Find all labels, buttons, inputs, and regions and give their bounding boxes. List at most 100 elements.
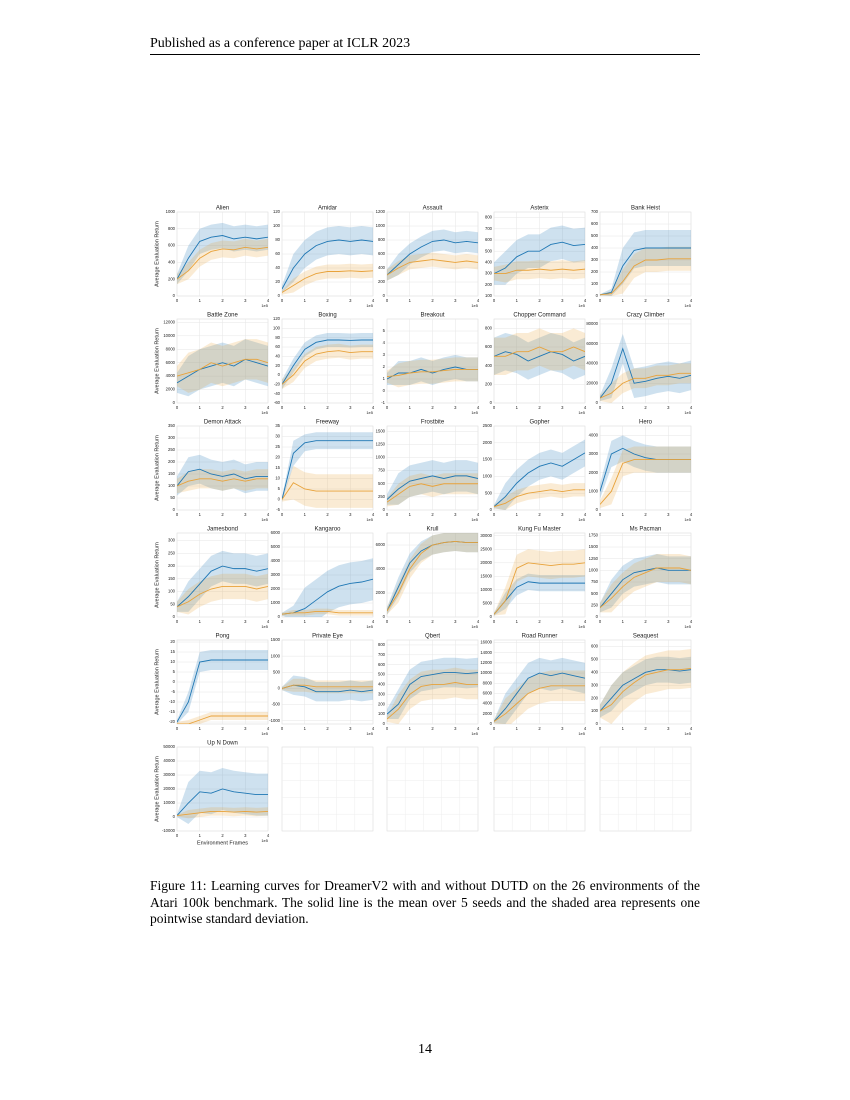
x-tick-label: 2 (538, 298, 541, 303)
mean-line (282, 684, 373, 693)
y-tick-label: 1250 (376, 441, 386, 446)
y-tick-label: 10 (170, 659, 175, 664)
std-band (282, 465, 373, 508)
y-tick-label: 80000 (586, 321, 598, 326)
x-tick-label: 2 (644, 405, 647, 410)
chart-title: Ms Pacman (630, 527, 662, 533)
y-tick-label: 4 (383, 340, 386, 345)
std-band (494, 328, 585, 375)
y-tick-label: 0 (173, 614, 176, 619)
page-number: 14 (418, 1042, 432, 1057)
std-band (387, 252, 478, 281)
x-tick-label: 4 (267, 512, 270, 517)
std-band (600, 554, 691, 613)
y-tick-label: 0 (278, 686, 281, 691)
std-band (387, 460, 478, 505)
y-tick-label: 0 (383, 507, 386, 512)
x-tick-label: 3 (561, 512, 564, 517)
y-axis-label: Average Evaluation Return (154, 435, 160, 501)
x-tick-label: 2 (538, 512, 541, 517)
x-tick-label: 1 (199, 726, 202, 731)
y-tick-label: 400 (378, 682, 386, 687)
y-tick-label: 0 (490, 400, 493, 405)
y-tick-label: 700 (485, 226, 493, 231)
mean-line (494, 672, 585, 722)
x-tick-label: 0 (176, 405, 179, 410)
chart-title: Frostbite (421, 420, 445, 426)
x-tick-label: 4 (584, 512, 587, 517)
mean-line (177, 246, 268, 280)
chart-title: Pong (215, 634, 229, 640)
y-tick-label: 500 (591, 591, 599, 596)
x-tick-label: 1 (409, 405, 412, 410)
mean-line (387, 259, 478, 276)
mean-line (177, 788, 268, 816)
y-tick-label: -20 (169, 719, 176, 724)
mean-line (494, 268, 585, 275)
std-band (177, 550, 268, 612)
plot-area (493, 746, 586, 832)
plot (177, 650, 268, 724)
x-tick-label: 3 (349, 726, 352, 731)
chart-title: Breakout (420, 313, 444, 319)
x-axis-label: Environment Frames (197, 840, 248, 846)
y-tick-label: 250 (168, 550, 176, 555)
y-tick-label: -5 (276, 507, 280, 512)
plot-area (599, 746, 692, 832)
y-tick-label: 300 (168, 538, 176, 543)
y-tick-label: 1000 (166, 209, 176, 214)
x-tick-label: 4 (690, 298, 693, 303)
x-tick-label: 3 (667, 619, 670, 624)
x-tick-label: 3 (454, 726, 457, 731)
x-tick-label: 0 (281, 619, 284, 624)
chart-title: Crazy Climber (626, 313, 664, 319)
y-tick-label: 0 (596, 293, 599, 298)
plot (387, 355, 478, 388)
x-tick-label: 2 (221, 833, 224, 838)
y-tick-label: 8000 (483, 680, 493, 685)
y-tick-label: 4000 (376, 566, 386, 571)
x-tick-label: 3 (561, 726, 564, 731)
mean-line (282, 440, 373, 500)
x-tick-label: 3 (349, 298, 352, 303)
y-tick-label: 600 (168, 243, 176, 248)
x-tick-label: 0 (599, 298, 602, 303)
x-offset-label: 1e5 (684, 624, 691, 629)
x-tick-label: 3 (561, 298, 564, 303)
mean-line (387, 475, 478, 500)
y-tick-label: 0 (173, 814, 176, 819)
chart-title: Boxing (318, 313, 336, 319)
x-tick-label: 0 (281, 405, 284, 410)
std-band (282, 432, 373, 502)
y-tick-label: 2000 (271, 586, 281, 591)
x-tick-label: 0 (386, 298, 389, 303)
chart-title: Chopper Command (513, 313, 565, 319)
y-tick-label: 20000 (480, 560, 492, 565)
running-header: Published as a conference paper at ICLR … (150, 36, 411, 51)
x-offset-label: 1e5 (366, 303, 373, 308)
x-tick-label: 0 (493, 619, 496, 624)
x-tick-label: 0 (176, 619, 179, 624)
y-tick-label: 5000 (271, 544, 281, 549)
x-tick-label: 0 (281, 512, 284, 517)
y-tick-label: 4000 (589, 432, 599, 437)
y-tick-label: 300 (591, 257, 599, 262)
mean-line (177, 358, 268, 384)
x-tick-label: 3 (454, 619, 457, 624)
x-tick-label: 2 (538, 619, 541, 624)
x-tick-label: 3 (561, 619, 564, 624)
x-tick-label: 1 (304, 405, 307, 410)
std-band (600, 333, 691, 402)
mean-line (177, 715, 268, 724)
x-tick-label: 3 (349, 619, 352, 624)
chart-title: Hero (639, 420, 653, 426)
y-tick-label: 300 (591, 682, 599, 687)
std-band (494, 657, 585, 724)
plot (282, 226, 373, 295)
y-tick-label: 10 (275, 476, 280, 481)
x-tick-label: 3 (561, 405, 564, 410)
x-offset-label: 1e5 (684, 303, 691, 308)
x-offset-label: 1e5 (578, 731, 585, 736)
